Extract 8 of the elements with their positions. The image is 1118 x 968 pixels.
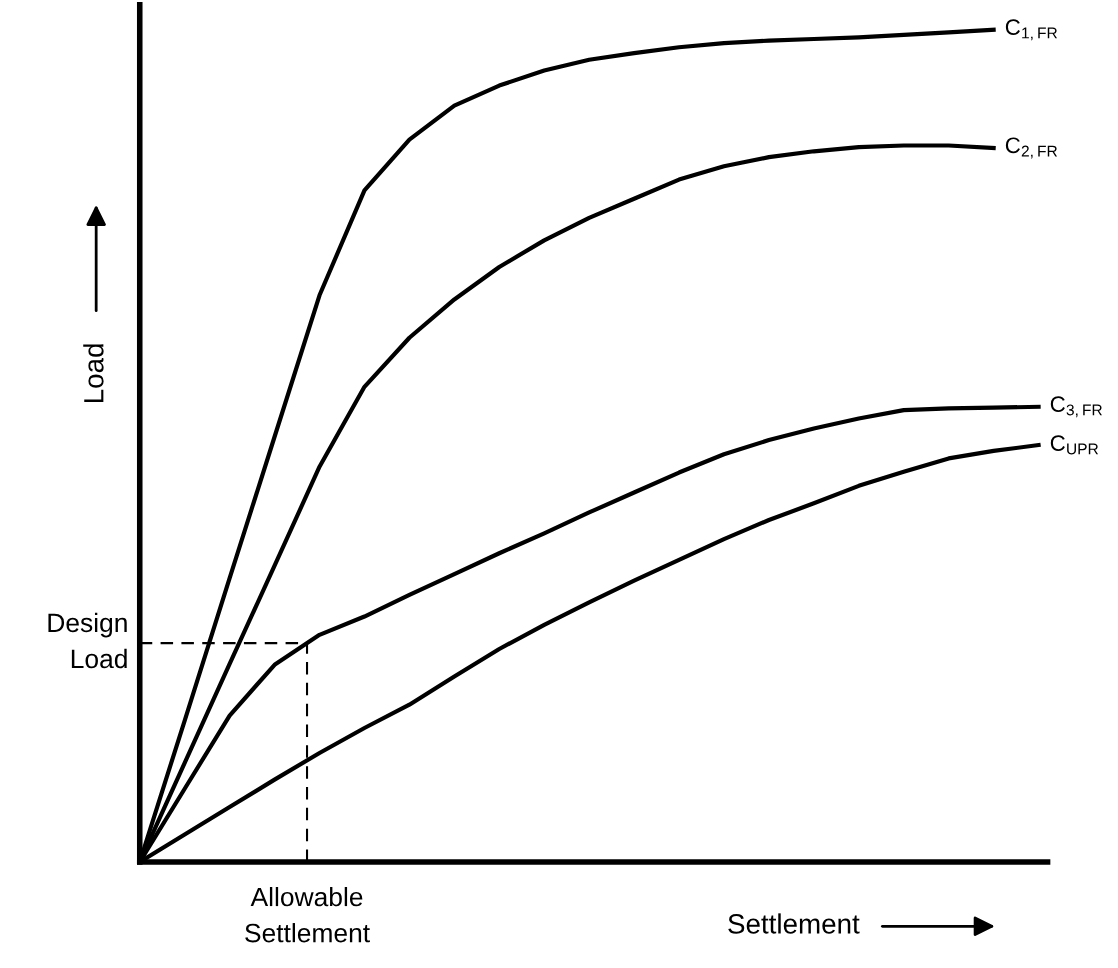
series-label: C$_{1,FR}$ xyxy=(1005,19,1058,41)
series-label: C$_{3,FR}$ xyxy=(1050,396,1102,418)
x-axis-title: Settlement xyxy=(728,913,860,934)
y-axis-title: Load xyxy=(83,344,104,403)
ref-line-label: Design Load xyxy=(48,612,127,669)
series-label: C$_{2,FR}$ xyxy=(1005,137,1058,159)
text: Allowable Settlement xyxy=(245,886,370,943)
series-label: C$_{UPR}$ xyxy=(1050,435,1099,455)
